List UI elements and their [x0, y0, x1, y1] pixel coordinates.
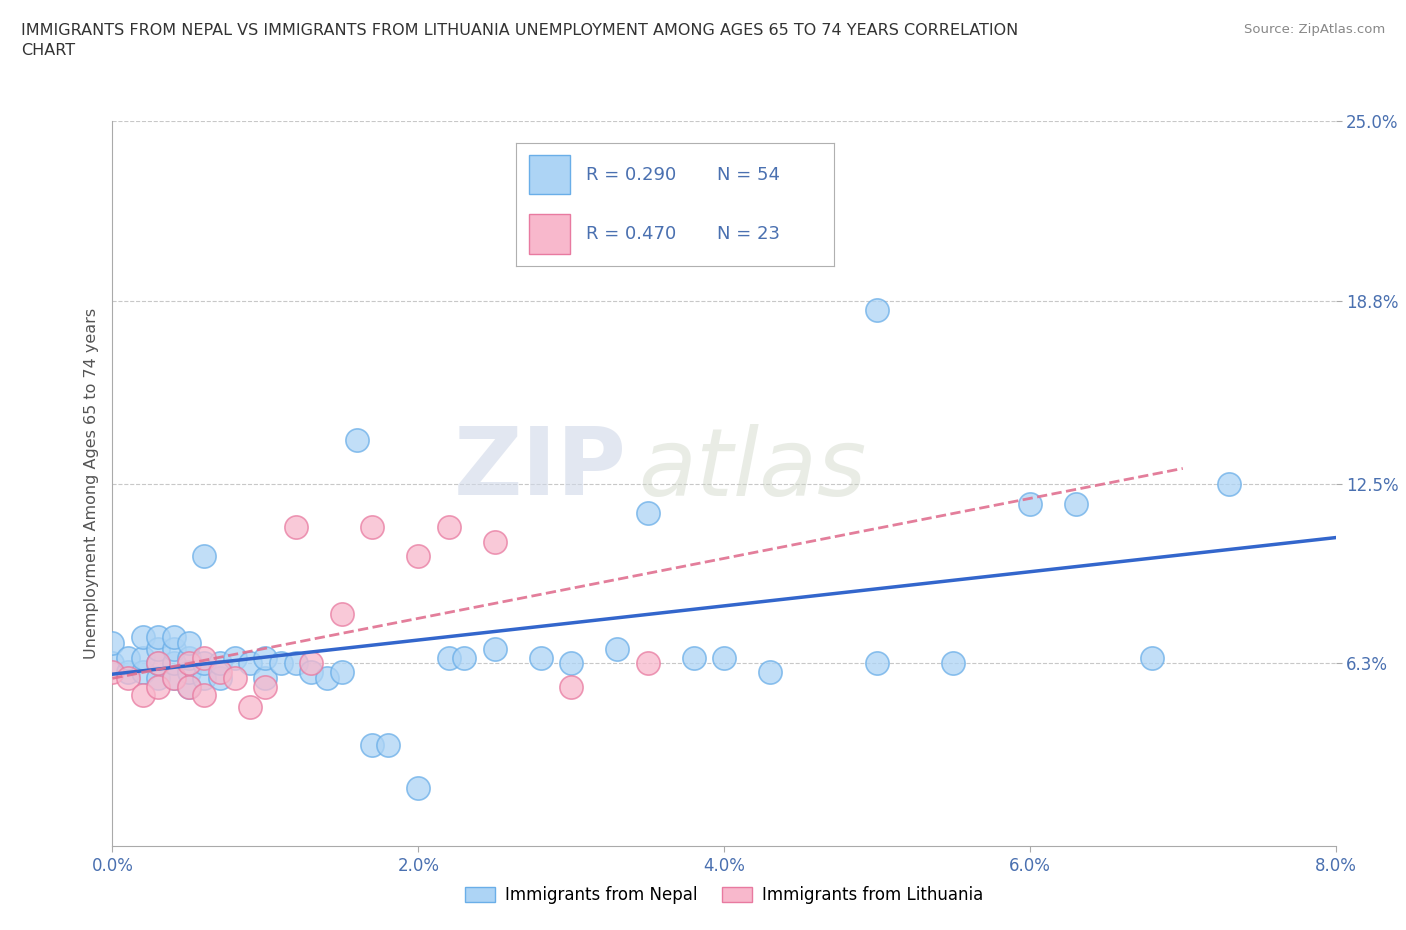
Point [560, 656, 582, 671]
Point [560, 679, 582, 694]
Point [224, 671, 246, 685]
Point [1142, 650, 1164, 665]
Point [759, 665, 782, 680]
Point [148, 671, 170, 685]
Point [163, 656, 186, 671]
Point [163, 642, 186, 657]
Point [682, 650, 704, 665]
Point [270, 656, 292, 671]
Point [408, 781, 430, 796]
Point [132, 688, 155, 703]
Point [101, 665, 124, 680]
Point [361, 737, 384, 752]
Point [117, 650, 139, 665]
Y-axis label: Unemployment Among Ages 65 to 74 years: Unemployment Among Ages 65 to 74 years [83, 308, 98, 659]
Point [437, 650, 460, 665]
Point [148, 656, 170, 671]
Point [101, 656, 124, 671]
Text: atlas: atlas [638, 423, 866, 514]
Point [193, 671, 215, 685]
Point [101, 636, 124, 651]
Point [254, 679, 277, 694]
Point [361, 520, 384, 535]
Point [330, 606, 353, 621]
Point [254, 650, 277, 665]
Point [346, 432, 368, 447]
Point [193, 650, 215, 665]
Point [866, 656, 889, 671]
Point [239, 699, 262, 714]
Point [193, 688, 215, 703]
Point [117, 665, 139, 680]
Point [177, 636, 200, 651]
Point [208, 671, 231, 685]
Point [208, 656, 231, 671]
Point [866, 302, 889, 317]
Point [148, 642, 170, 657]
Point [163, 630, 186, 644]
Point [315, 671, 337, 685]
Point [148, 630, 170, 644]
Point [163, 671, 186, 685]
Point [1064, 497, 1087, 512]
Point [299, 665, 322, 680]
Point [224, 650, 246, 665]
Point [163, 671, 186, 685]
Point [132, 665, 155, 680]
Point [177, 656, 200, 671]
Point [437, 520, 460, 535]
Point [377, 737, 399, 752]
Point [606, 642, 628, 657]
Point [484, 534, 506, 549]
Point [284, 656, 308, 671]
Text: Source: ZipAtlas.com: Source: ZipAtlas.com [1244, 23, 1385, 36]
Point [484, 642, 506, 657]
Point [1218, 476, 1240, 491]
Point [208, 665, 231, 680]
Point [193, 549, 215, 564]
Point [713, 650, 735, 665]
Point [942, 656, 965, 671]
Legend: Immigrants from Nepal, Immigrants from Lithuania: Immigrants from Nepal, Immigrants from L… [458, 879, 990, 910]
Point [299, 656, 322, 671]
Point [637, 656, 659, 671]
Point [132, 630, 155, 644]
Point [637, 505, 659, 520]
Point [148, 679, 170, 694]
Point [177, 650, 200, 665]
Point [148, 656, 170, 671]
Point [330, 665, 353, 680]
Point [1018, 497, 1040, 512]
Point [117, 671, 139, 685]
Point [408, 549, 430, 564]
Text: ZIP: ZIP [453, 423, 626, 515]
Point [239, 656, 262, 671]
Point [453, 650, 475, 665]
Point [529, 650, 551, 665]
Point [284, 520, 308, 535]
Point [193, 656, 215, 671]
Point [254, 671, 277, 685]
Text: IMMIGRANTS FROM NEPAL VS IMMIGRANTS FROM LITHUANIA UNEMPLOYMENT AMONG AGES 65 TO: IMMIGRANTS FROM NEPAL VS IMMIGRANTS FROM… [21, 23, 1018, 58]
Point [132, 650, 155, 665]
Point [177, 665, 200, 680]
Point [177, 679, 200, 694]
Point [177, 679, 200, 694]
